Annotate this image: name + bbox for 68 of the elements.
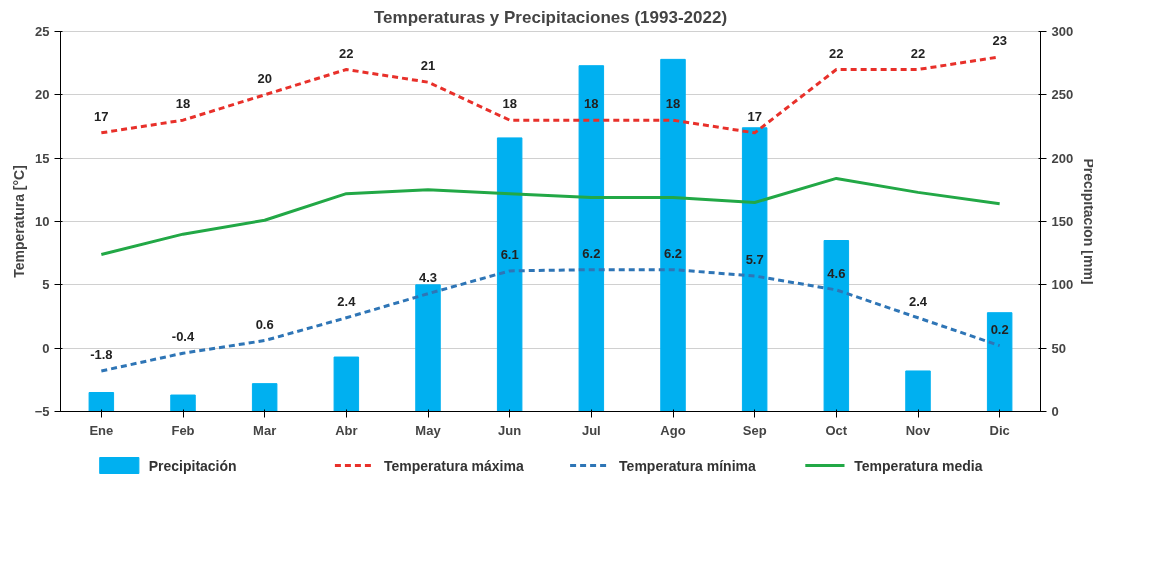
- data-label: -0.4: [171, 329, 195, 345]
- x-tick-label: May: [415, 422, 442, 438]
- bar: [905, 370, 931, 412]
- data-label: 22: [339, 45, 354, 61]
- data-label: 6.2: [582, 245, 601, 261]
- x-tick-label: Feb: [171, 422, 195, 438]
- y2-tick-label: 200: [1051, 150, 1074, 166]
- data-label: 17: [94, 108, 109, 124]
- x-tick-label: Dic: [989, 422, 1010, 438]
- data-label: 17: [747, 108, 762, 124]
- y2-tick-label: 250: [1051, 87, 1074, 103]
- bar: [88, 392, 115, 412]
- data-label: 18: [502, 96, 517, 112]
- data-label: 18: [665, 96, 681, 112]
- bar: [333, 356, 360, 412]
- y-tick-label: 10: [35, 214, 50, 229]
- data-label: 0.6: [255, 316, 274, 332]
- data-label: 23: [992, 32, 1007, 48]
- y-tick-label: 0: [42, 340, 50, 356]
- chart-title: Temperaturas y Precipitaciones (1993-2022): [373, 7, 728, 27]
- x-tick-label: Jun: [498, 422, 522, 438]
- data-label: 20: [257, 70, 272, 86]
- data-label: 5.7: [745, 251, 764, 267]
- x-tick-label: Abr: [335, 422, 358, 438]
- y2-tick-label: 50: [1051, 340, 1066, 356]
- data-label: 2.4: [908, 293, 928, 309]
- legend-label: Precipitación: [148, 457, 237, 474]
- data-label: 4.6: [827, 265, 846, 281]
- data-label: 0.2: [990, 321, 1009, 337]
- legend-label: Temperatura media: [854, 457, 983, 474]
- bar: [660, 58, 686, 412]
- y2-tick-label: 0: [1051, 404, 1059, 419]
- x-tick-label: Ene: [89, 422, 114, 438]
- legend-label: Temperatura máxima: [383, 457, 524, 474]
- data-label: 6.1: [500, 246, 519, 262]
- x-tick-label: Oct: [825, 422, 848, 438]
- y2-tick-label: 300: [1051, 24, 1074, 39]
- bar: [986, 312, 1013, 412]
- y-tick-label: −5: [34, 404, 50, 419]
- bar: [578, 65, 605, 412]
- data-label: 18: [175, 96, 191, 112]
- y-tick-label: 5: [42, 277, 50, 293]
- x-tick-label: Mar: [253, 422, 277, 438]
- x-tick-label: Jul: [581, 422, 601, 438]
- data-label: -1.8: [90, 346, 113, 362]
- bar: [415, 284, 441, 412]
- y-tick-label: 20: [35, 87, 50, 103]
- data-label: 18: [584, 96, 599, 112]
- y-axis-title: Temperatura [°C]: [10, 165, 27, 278]
- data-label: 21: [420, 58, 436, 74]
- bar: [170, 394, 196, 412]
- y-tick-label: 15: [35, 150, 50, 166]
- x-tick-label: Sep: [742, 422, 767, 438]
- x-tick-label: Nov: [905, 422, 932, 438]
- bar: [741, 127, 768, 412]
- data-label: 22: [829, 45, 844, 61]
- y2-tick-label: 100: [1051, 277, 1074, 293]
- x-tick-label: Ago: [660, 422, 686, 438]
- data-label: 2.4: [337, 293, 357, 309]
- y-tick-label: 25: [35, 24, 50, 39]
- bar: [823, 240, 850, 412]
- data-label: 4.3: [418, 269, 438, 285]
- bar: [496, 137, 523, 412]
- y2-tick-label: 150: [1051, 214, 1074, 229]
- data-label: 22: [910, 45, 926, 61]
- bar: [251, 383, 278, 412]
- data-label: 6.2: [663, 245, 683, 261]
- legend-label: Temperatura mínima: [619, 457, 756, 474]
